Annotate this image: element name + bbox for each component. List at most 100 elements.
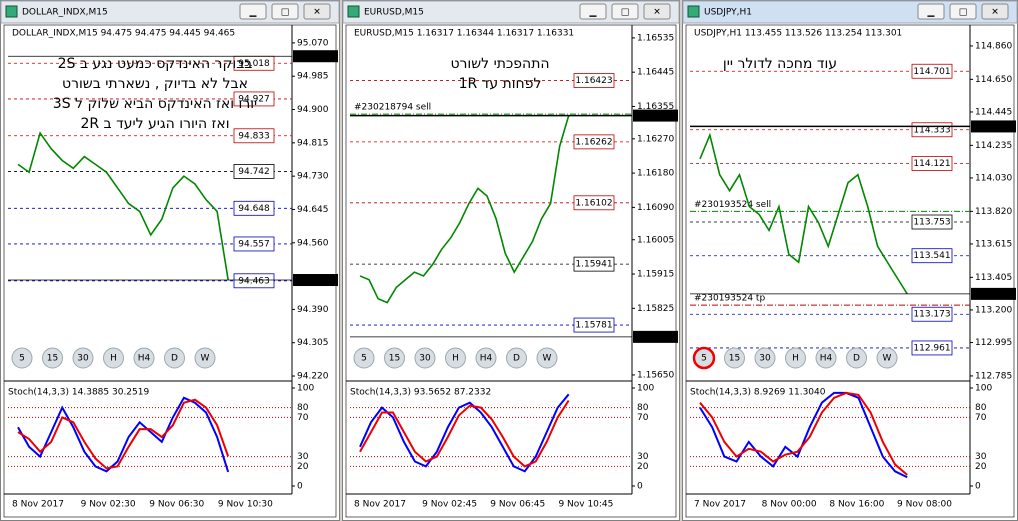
price-marker-box [971,120,1016,133]
window-max-glyph[interactable]: □ [621,8,630,18]
period-button[interactable] [754,347,776,369]
period-button[interactable] [353,347,375,369]
period-button[interactable] [414,347,436,369]
window-close-button[interactable] [303,3,331,20]
period-label[interactable]: 5 [701,354,707,364]
period-label[interactable]: H [110,354,117,364]
period-label[interactable]: D [853,354,860,364]
window-min-button[interactable] [579,3,607,20]
time-label: 9 Nov 06:30 [149,500,204,510]
period-label[interactable]: D [171,354,178,364]
stoch-tick-label: 70 [637,413,649,423]
time-label: 9 Nov 02:45 [422,500,477,510]
period-button[interactable] [536,347,558,369]
window-close-glyph[interactable]: ✕ [653,8,661,18]
period-label[interactable]: H [792,354,799,364]
period-label[interactable]: 30 [419,354,431,364]
price-tick-label: 114.860 [975,41,1012,51]
annotation: לפחות עד 1R [459,76,542,92]
chart-header: EURUSD,M15 1.16317 1.16344 1.16317 1.163… [354,29,574,39]
period-label[interactable]: 5 [19,354,25,364]
period-label[interactable]: H4 [480,354,493,364]
period-button[interactable] [785,347,806,369]
period-button[interactable] [506,347,527,369]
annotation: ואז היורו הגיע ליעד ב 2R [80,116,229,132]
window-min-button[interactable] [917,3,945,20]
pivot-label: 94.648 [238,204,270,214]
period-label[interactable]: 15 [47,354,58,364]
window-min-glyph[interactable]: ▁ [249,8,258,18]
window-min-glyph[interactable]: ▁ [927,8,936,18]
window-close-glyph[interactable]: ✕ [313,8,321,18]
window-max-glyph[interactable]: □ [959,8,968,18]
window-close-button[interactable] [643,3,671,20]
stoch-tick-label: 0 [975,482,981,492]
price-tick-label: 94.730 [297,172,329,182]
pivot-label-box [911,214,953,230]
stoch-tick-label: 20 [975,462,987,472]
period-label[interactable]: 15 [729,354,740,364]
pivot-label: 114.121 [913,159,950,169]
period-button[interactable] [164,347,185,369]
period-button[interactable] [846,347,867,369]
window-close-button[interactable] [981,3,1009,20]
period-label[interactable]: W [883,354,892,364]
period-button[interactable] [133,347,155,369]
window-min-button[interactable] [239,3,267,20]
period-button[interactable] [815,347,837,369]
period-label[interactable]: 30 [77,354,89,364]
time-label: 9 Nov 02:30 [81,500,136,510]
period-label[interactable]: 5 [361,354,367,364]
price-marker-label: 1.16331 [636,111,677,121]
stoch-tick-label: 70 [975,413,987,423]
price-tick-label: 114.445 [975,107,1012,117]
window-max-button[interactable] [949,3,977,20]
period-button[interactable] [384,347,405,369]
pivot-label: 94.927 [238,94,270,104]
period-button[interactable] [11,347,33,369]
period-button[interactable] [692,346,716,370]
period-button[interactable] [724,347,745,369]
price-tick-label: 94.560 [297,238,329,248]
price-tick-label: 1.15825 [637,304,674,314]
price-tick-label: 95.070 [297,38,329,48]
pivot-label: 113.753 [913,218,950,228]
stoch-tick-label: 100 [297,384,314,394]
pivot-label: 114.333 [913,125,950,135]
period-button[interactable] [72,347,94,369]
window-max-glyph[interactable]: □ [281,8,290,18]
period-button[interactable] [103,347,124,369]
price-line [699,132,908,295]
window-max-button[interactable] [271,3,299,20]
period-button[interactable] [475,347,497,369]
period-label[interactable]: D [513,354,520,364]
period-label[interactable]: W [543,354,552,364]
price-tick-label: 1.15915 [637,270,674,280]
price-marker-box [293,50,338,63]
price-marker-box [971,287,1016,300]
period-button[interactable] [876,347,898,369]
window-title: USDJPY,H1 [704,8,752,18]
price-tick-label: 94.815 [297,138,329,148]
pivot-label: 1.16102 [575,198,612,208]
chart-header: DOLLAR_INDX,M15 94.475 94.475 94.445 94.… [12,29,235,39]
price-tick-label: 1.16180 [637,169,674,179]
window-frame [682,0,1018,521]
period-button[interactable] [194,347,216,369]
window-min-glyph[interactable]: ▁ [589,8,598,18]
price-marker-label: 1.15750 [636,332,677,342]
window-close-glyph[interactable]: ✕ [991,8,999,18]
price-tick-label: 1.16355 [637,102,674,112]
period-button[interactable] [42,347,63,369]
period-label[interactable]: H [452,354,459,364]
period-label[interactable]: 30 [759,354,771,364]
window-max-button[interactable] [611,3,639,20]
period-button[interactable] [445,347,466,369]
window-icon [5,5,18,18]
period-label[interactable]: W [201,354,210,364]
period-label[interactable]: H4 [138,354,151,364]
stoch-tick-label: 80 [297,403,309,413]
period-label[interactable]: 15 [389,354,400,364]
period-label[interactable]: H4 [820,354,833,364]
pivot-label-box [233,91,275,107]
